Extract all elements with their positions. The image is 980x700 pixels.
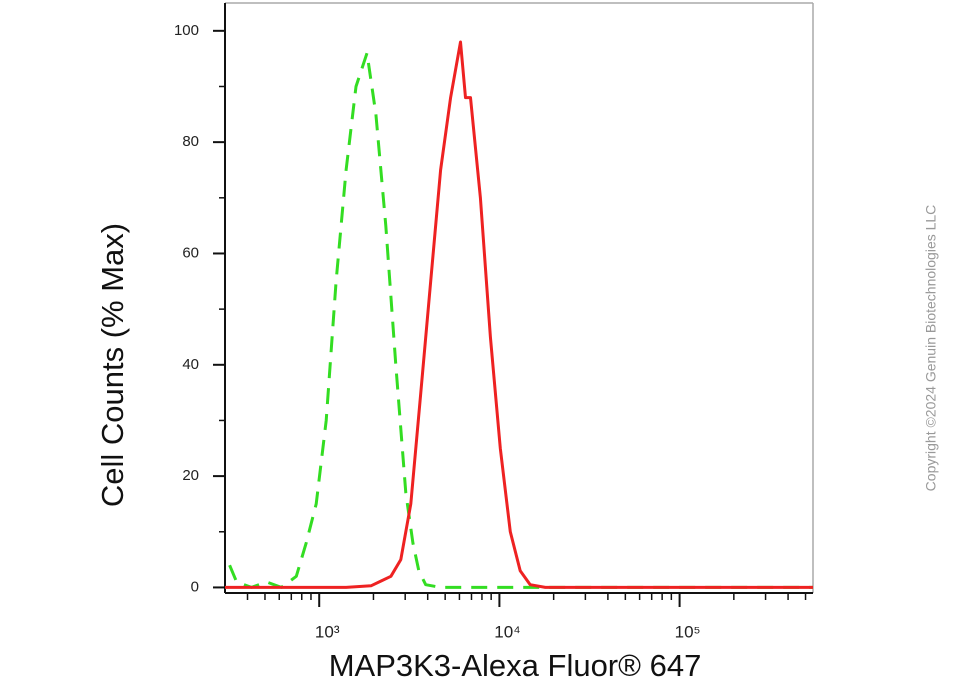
x-axis-label: MAP3K3-Alexa Fluor® 647: [329, 648, 702, 683]
x-tick-label: 10⁴: [494, 622, 520, 641]
x-tick-label: 10⁵: [675, 622, 701, 641]
y-tick-label: 40: [182, 356, 199, 373]
y-tick-label: 60: [182, 244, 199, 261]
x-tick-label: 10³: [315, 622, 340, 641]
y-tick-label: 20: [182, 467, 199, 484]
histogram-line: [228, 51, 813, 589]
histogram-line: [225, 40, 813, 589]
y-tick-label: 80: [182, 133, 199, 150]
copyright: Copyright ©2024 Genuin Biotechnologies L…: [923, 205, 939, 492]
y-tick-label: 0: [191, 578, 199, 595]
y-axis-label: Cell Counts (% Max): [95, 223, 130, 507]
y-tick-label: 100: [174, 22, 199, 39]
